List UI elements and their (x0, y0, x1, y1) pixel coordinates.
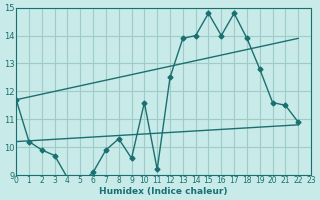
X-axis label: Humidex (Indice chaleur): Humidex (Indice chaleur) (99, 187, 228, 196)
